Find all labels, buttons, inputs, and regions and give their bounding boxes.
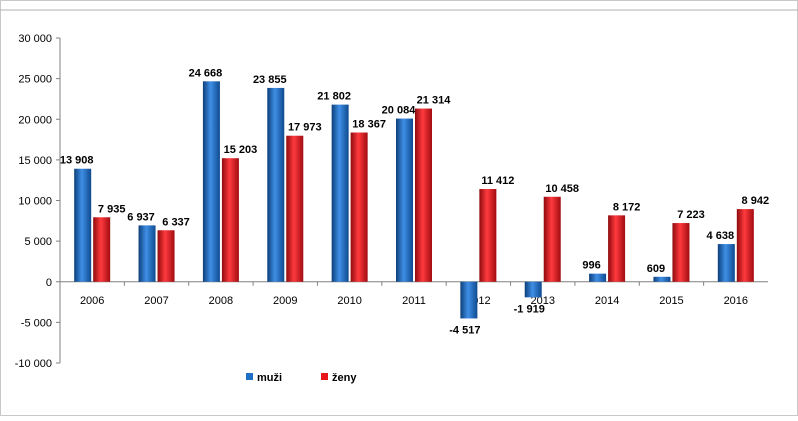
x-tick-label: 2009: [273, 295, 297, 307]
data-label: 8 942: [742, 195, 770, 207]
y-tick-label: -5 000: [21, 317, 52, 329]
y-tick-label: -10 000: [15, 358, 52, 370]
data-label: 10 458: [545, 183, 579, 195]
bar-zeny: [543, 196, 561, 282]
data-label: 21 802: [317, 91, 351, 103]
bar-zeny: [350, 132, 368, 282]
data-label: -1 919: [514, 303, 545, 315]
data-label: 20 084: [382, 105, 417, 117]
y-tick-label: 5 000: [24, 236, 52, 248]
legend-label: muži: [257, 372, 282, 384]
bar-zeny: [415, 108, 432, 282]
data-label: 15 203: [224, 144, 258, 156]
bar-zeny: [736, 209, 754, 282]
data-label: 4 638: [707, 230, 735, 242]
bar-muzi: [396, 118, 413, 282]
data-label: 7 935: [98, 203, 126, 215]
data-label: 996: [582, 260, 600, 272]
x-tick-label: 2007: [144, 295, 168, 307]
bar-muzi: [524, 281, 542, 298]
y-tick-label: 25 000: [18, 74, 52, 86]
y-tick-label: 20 000: [18, 114, 52, 126]
bar-zeny: [157, 230, 175, 282]
data-label: 11 412: [481, 175, 514, 187]
bar-muzi: [589, 273, 607, 282]
data-label: 6 937: [127, 211, 155, 223]
y-tick-label: 0: [46, 277, 52, 289]
x-tick-label: 2008: [209, 295, 233, 307]
bar-muzi: [717, 244, 735, 282]
x-tick-label: 2010: [337, 295, 361, 307]
x-tick-label: 2016: [724, 295, 748, 307]
y-tick-label: 10 000: [18, 196, 52, 208]
x-tick-label: 2015: [659, 295, 683, 307]
bar-muzi: [267, 87, 285, 282]
bar-muzi: [74, 168, 92, 282]
data-label: 7 223: [677, 209, 705, 221]
bar-zeny: [479, 189, 497, 282]
bar-muzi: [138, 225, 156, 282]
data-label: 21 314: [417, 95, 452, 107]
data-label: 23 855: [253, 74, 287, 86]
y-tick-label: 15 000: [18, 155, 52, 167]
data-label: 17 973: [288, 122, 322, 134]
data-label: 24 668: [189, 67, 223, 79]
bar-zeny: [608, 215, 626, 282]
x-tick-label: 2013: [530, 295, 554, 307]
bar-zeny: [93, 217, 111, 282]
data-label: 13 908: [60, 155, 94, 167]
legend-swatch: [246, 373, 253, 380]
legend-label: ženy: [332, 372, 357, 384]
bar-zeny: [286, 135, 304, 282]
bar-muzi: [460, 281, 478, 319]
bar-zeny: [221, 158, 239, 282]
bar-zeny: [672, 223, 690, 282]
data-label: -4 517: [449, 324, 480, 336]
x-tick-label: 2014: [595, 295, 619, 307]
data-label: 609: [647, 263, 665, 275]
data-label: 6 337: [162, 216, 190, 228]
legend-swatch: [321, 373, 328, 380]
bar-muzi: [331, 104, 349, 282]
x-tick-label: 2006: [80, 295, 104, 307]
data-label: 8 172: [613, 201, 641, 213]
bar-muzi: [202, 81, 220, 282]
data-label: 18 367: [352, 119, 386, 131]
x-tick-label: 2011: [402, 295, 426, 307]
bar-muzi: [653, 276, 671, 282]
y-tick-label: 30 000: [18, 33, 52, 45]
